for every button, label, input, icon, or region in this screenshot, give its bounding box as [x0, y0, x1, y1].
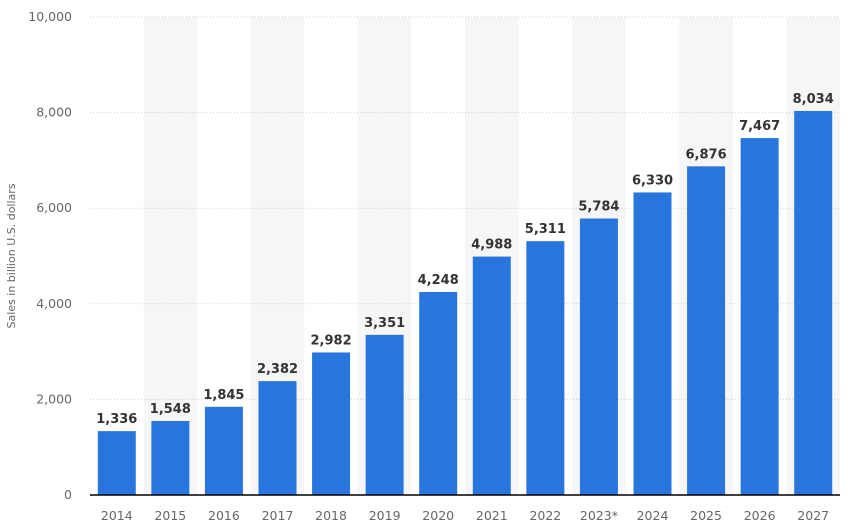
y-tick-label: 8,000 [36, 105, 72, 120]
data-label: 6,330 [632, 173, 673, 188]
x-tick-label: 2023* [580, 508, 618, 523]
bar [204, 406, 243, 495]
bar [740, 138, 779, 495]
bar [97, 431, 136, 495]
x-axis-ticks: 2014 2015 2016 2017 2018 2019 2020 2021 2022 2023… [101, 508, 829, 523]
bars [97, 110, 833, 496]
bar [365, 334, 404, 495]
y-tick-label: 2,000 [36, 391, 72, 406]
data-label: 1,548 [150, 402, 191, 417]
data-label: 5,784 [578, 200, 619, 215]
y-tick-label: 6,000 [36, 200, 72, 215]
data-labels: 1,336 1,548 1,845 2,382 2,982 3,351 4,248 4,988… [96, 92, 834, 427]
bar [526, 241, 565, 495]
x-tick-label: 2022 [529, 508, 561, 523]
bar [419, 291, 458, 495]
x-tick-label: 2014 [101, 508, 133, 523]
bar [794, 110, 833, 496]
column-stripe [143, 17, 198, 495]
data-label: 2,982 [311, 333, 352, 348]
x-tick-label: 2027 [797, 508, 829, 523]
bar [687, 166, 726, 495]
y-axis-ticks: 0 2,000 4,000 6,000 8,000 10,000 [28, 9, 72, 502]
data-label: 6,876 [686, 147, 727, 162]
x-tick-label: 2020 [422, 508, 454, 523]
bar [579, 218, 618, 496]
y-tick-label: 10,000 [28, 9, 72, 24]
bar [151, 421, 190, 495]
x-tick-label: 2025 [690, 508, 722, 523]
data-label: 4,248 [418, 273, 459, 288]
data-label: 5,311 [525, 222, 566, 237]
data-label: 2,382 [257, 362, 298, 377]
data-label: 3,351 [364, 316, 405, 331]
bar [472, 256, 511, 495]
data-label: 7,467 [739, 119, 780, 134]
x-tick-label: 2024 [637, 508, 669, 523]
x-tick-label: 2021 [476, 508, 508, 523]
x-tick-label: 2015 [154, 508, 186, 523]
x-tick-label: 2017 [262, 508, 294, 523]
x-tick-label: 2018 [315, 508, 347, 523]
x-tick-label: 2026 [744, 508, 776, 523]
data-label: 1,845 [203, 388, 244, 403]
y-tick-label: 4,000 [36, 296, 72, 311]
y-axis-label: Sales in billion U.S. dollars [5, 183, 18, 328]
y-tick-label: 0 [64, 487, 72, 502]
bar [633, 192, 672, 495]
x-tick-label: 2019 [369, 508, 401, 523]
data-label: 4,988 [471, 238, 512, 253]
data-label: 1,336 [96, 412, 137, 427]
data-label: 8,034 [793, 92, 834, 107]
bar [258, 381, 297, 495]
bar [312, 352, 351, 495]
x-tick-label: 2016 [208, 508, 240, 523]
